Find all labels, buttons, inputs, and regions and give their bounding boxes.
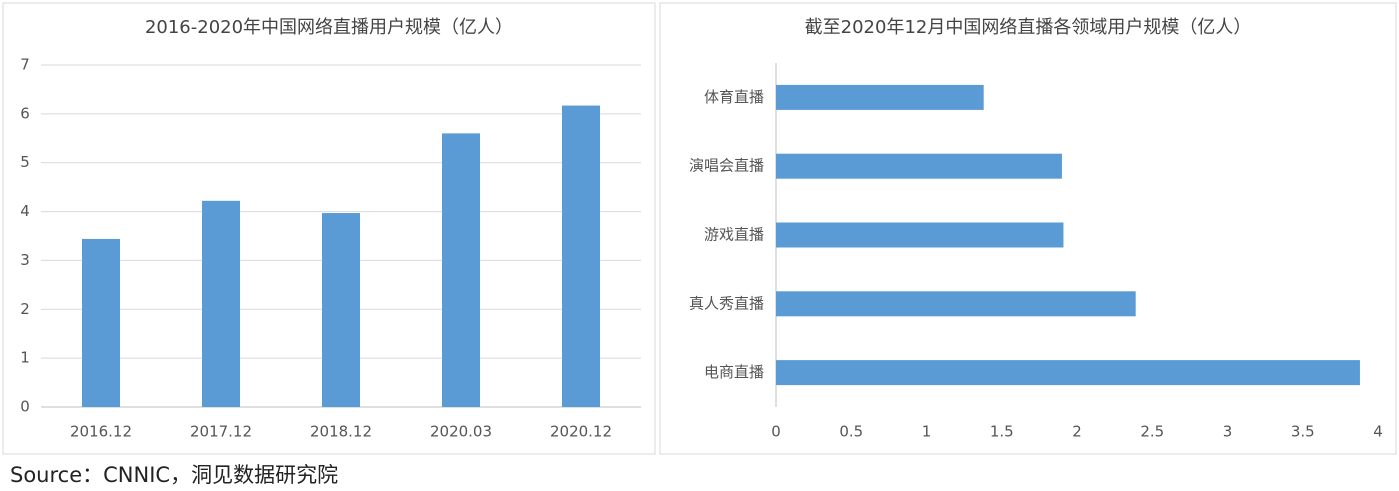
bar <box>776 84 984 110</box>
bar <box>82 238 120 407</box>
y-tick-label: 电商直播 <box>704 363 764 381</box>
x-tick-label: 3.5 <box>1291 423 1315 441</box>
chart-title: 2016-2020年中国网络直播用户规模（亿人） <box>145 17 513 38</box>
y-tick-label: 4 <box>20 202 30 220</box>
bar <box>322 213 360 407</box>
bar <box>776 291 1136 317</box>
bar <box>776 360 1360 386</box>
x-tick-label: 2 <box>1072 423 1082 441</box>
y-tick-label: 体育直播 <box>704 88 764 106</box>
x-tick-label: 1 <box>922 423 932 441</box>
x-tick-label: 2020.12 <box>550 423 612 441</box>
x-tick-label: 2020.03 <box>430 423 492 441</box>
y-tick-label: 游戏直播 <box>704 226 764 244</box>
x-tick-label: 0 <box>771 423 781 441</box>
y-tick-label: 7 <box>20 56 30 74</box>
y-tick-label: 5 <box>20 153 30 171</box>
y-tick-label: 1 <box>20 349 30 367</box>
source: Source：CNNIC，洞见数据研究院 <box>10 463 338 487</box>
y-tick-label: 3 <box>20 251 30 269</box>
x-tick-label: 2018.12 <box>310 423 372 441</box>
x-tick-label: 4 <box>1373 423 1383 441</box>
y-tick-label: 真人秀直播 <box>689 294 764 312</box>
chart-title: 截至2020年12月中国网络直播各领域用户规模（亿人） <box>805 17 1252 38</box>
y-tick-label: 6 <box>20 104 30 122</box>
y-tick-label: 演唱会直播 <box>689 157 764 175</box>
x-tick-label: 1.5 <box>990 423 1014 441</box>
x-tick-label: 2017.12 <box>190 423 252 441</box>
x-tick-label: 3 <box>1223 423 1233 441</box>
x-tick-label: 2016.12 <box>70 423 132 441</box>
x-tick-label: 2.5 <box>1140 423 1164 441</box>
x-tick-label: 0.5 <box>839 423 863 441</box>
bar <box>562 105 600 408</box>
bar <box>776 222 1064 248</box>
y-tick-label: 0 <box>20 398 30 416</box>
bar <box>776 153 1062 179</box>
y-tick-label: 2 <box>20 300 30 318</box>
bar <box>442 133 480 407</box>
bar <box>202 200 240 407</box>
